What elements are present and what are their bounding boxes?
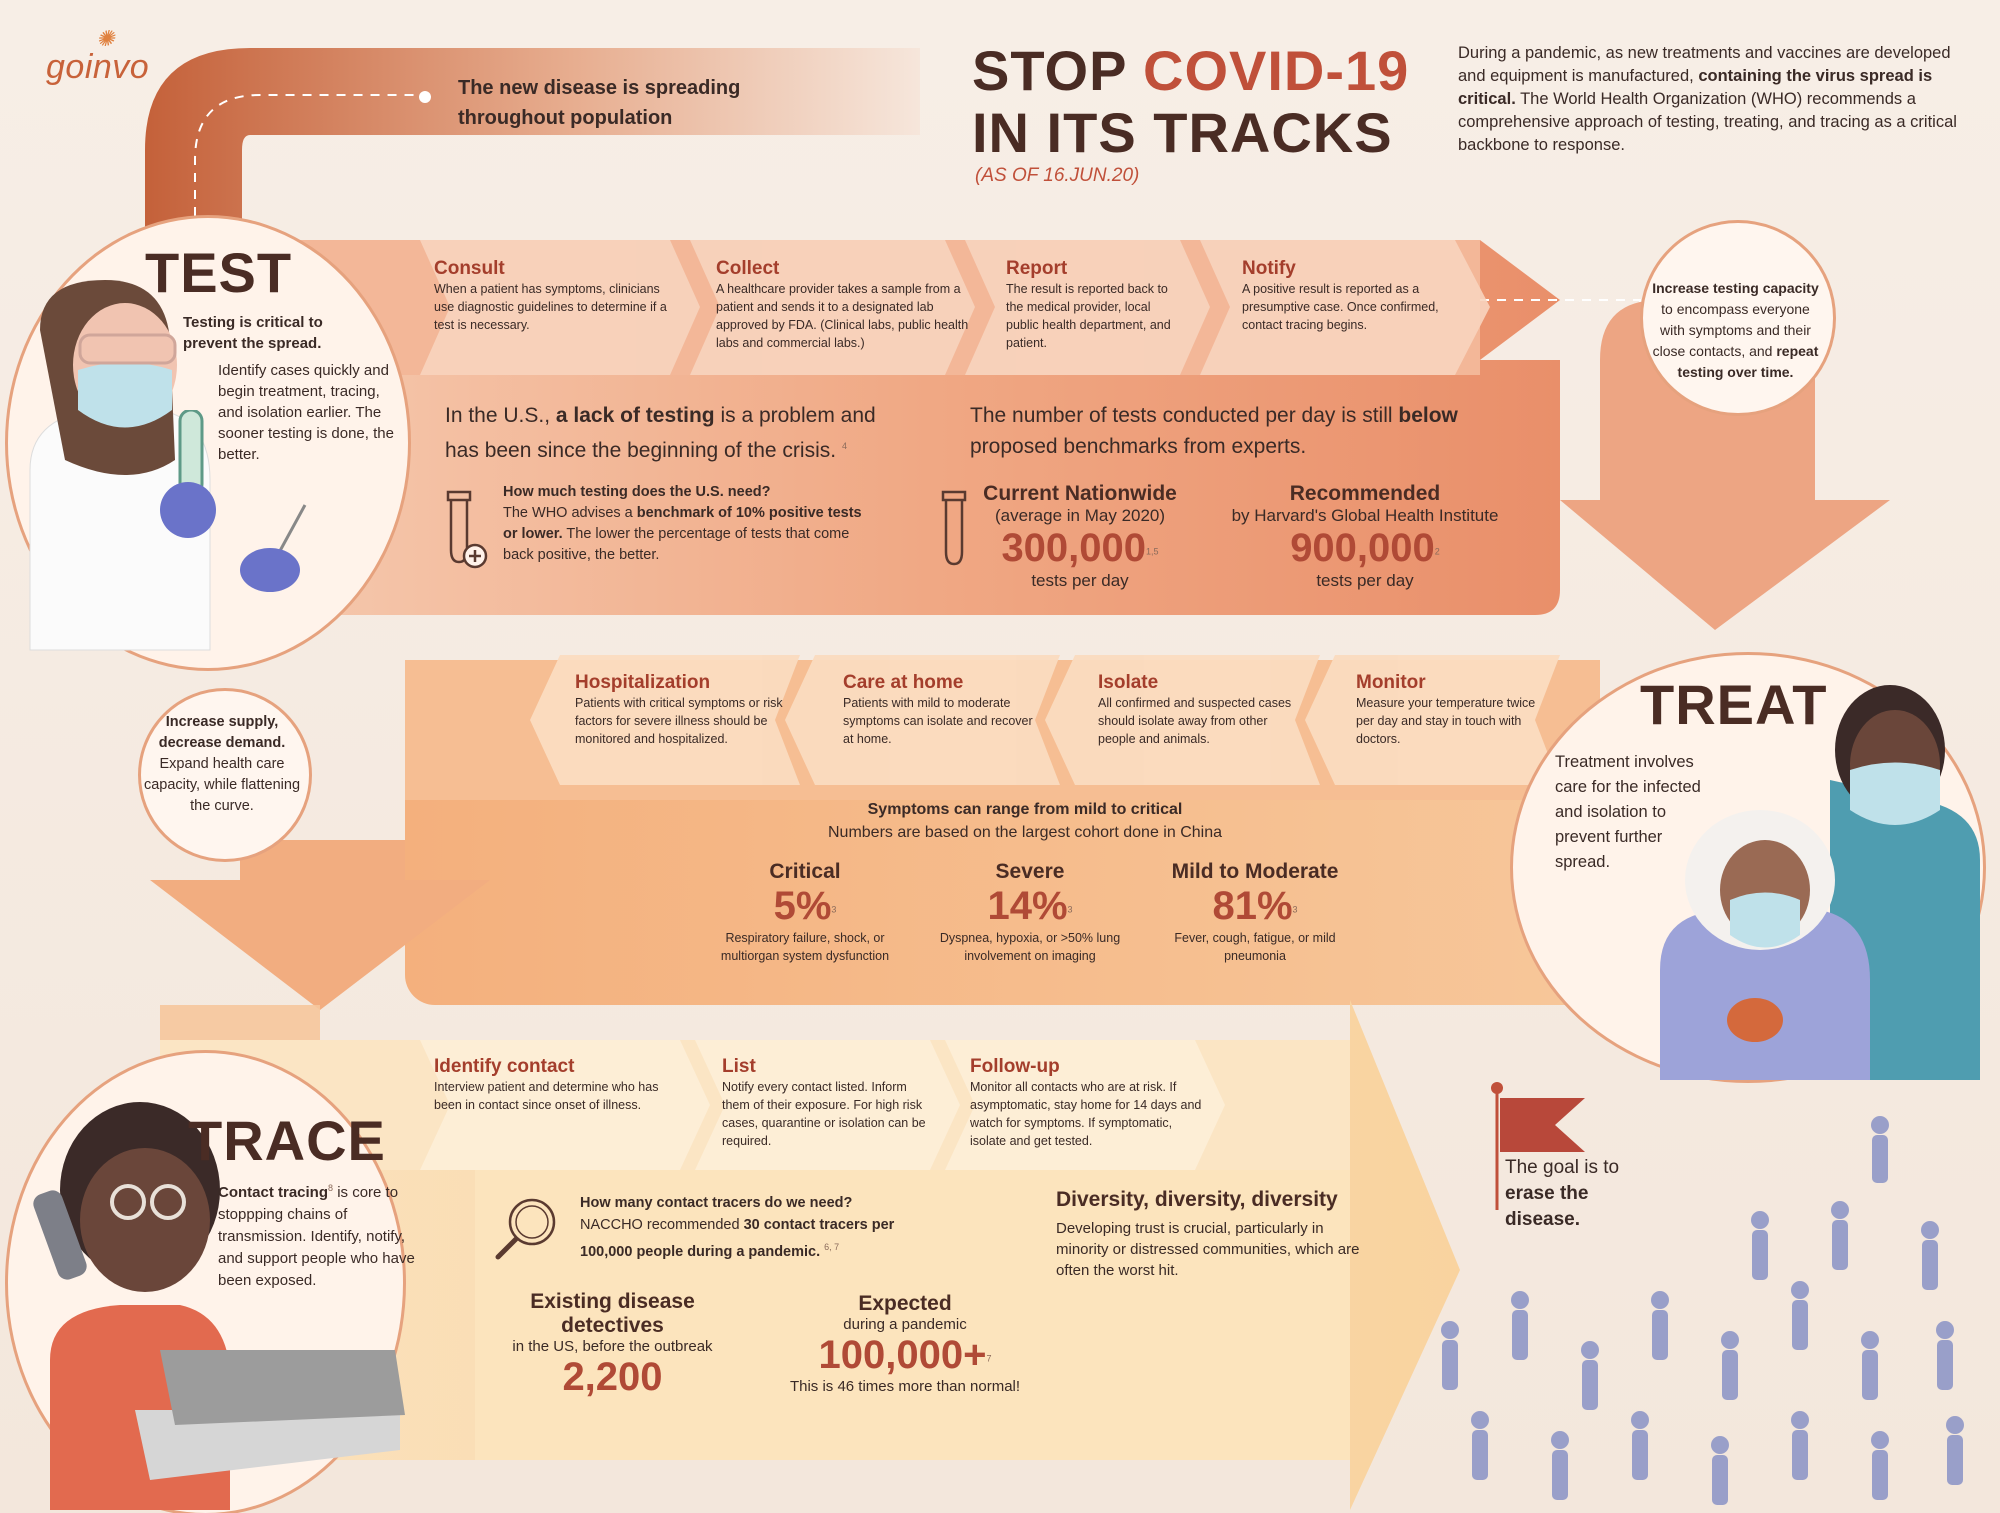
- test-step-consult: Consult When a patient has symptoms, cli…: [434, 258, 667, 332]
- test-capacity-text: Increase testing capacity to encompass e…: [1652, 280, 1819, 380]
- test-lead: Testing is critical to prevent the sprea…: [183, 314, 323, 352]
- trace-step-list: List Notify every contact listed. Inform…: [722, 1056, 926, 1148]
- as-of-date: (AS OF 16.JUN.20): [975, 165, 1140, 186]
- test-lack-text: In the U.S., a lack of testing is a prob…: [445, 404, 876, 462]
- diversity-block: Diversity, diversity, diversity Developi…: [1056, 1188, 1360, 1279]
- treat-step-care-at-home: Care at home Patients with mild to moder…: [843, 672, 1033, 746]
- test-body: Identify cases quickly and begin treatme…: [218, 362, 394, 463]
- expected-tracers-stat: Expected during a pandemic 100,000+7 Thi…: [789, 1292, 1021, 1395]
- supply-demand-text: Increase supply, decrease demand. Expand…: [143, 714, 301, 814]
- test-step-collect: Collect A healthcare provider takes a sa…: [716, 258, 969, 350]
- recommended-tests-stat: Recommended by Harvard's Global Health I…: [1231, 482, 1499, 590]
- test-tube-icon: [941, 490, 967, 566]
- test-tube-plus-icon: [446, 490, 488, 569]
- test-step-report: Report The result is reported back to th…: [1006, 258, 1171, 350]
- sun-logo-icon: ✺: [96, 26, 115, 51]
- existing-detectives-stat: Existing disease detectives in the US, b…: [512, 1290, 713, 1399]
- supply-circle: [138, 688, 312, 862]
- test-step-notify: Notify A positive result is reported as …: [1242, 258, 1439, 332]
- symptom-mild-moderate: Mild to Moderate 81%3 Fever, cough, fati…: [1171, 860, 1339, 963]
- treat-body: Treatment involves care for the infected…: [1555, 753, 1701, 871]
- intro-paragraph: During a pandemic, as new treatments and…: [1458, 44, 1957, 154]
- treat-step-isolate: Isolate All confirmed and suspected case…: [1098, 672, 1292, 746]
- testing-need-text: How much testing does the U.S. need? The …: [503, 484, 862, 563]
- current-tests-stat: Current Nationwide (average in May 2020)…: [983, 482, 1177, 590]
- symptom-critical: Critical 5%3 Respiratory failure, shock,…: [720, 860, 890, 963]
- goinvo-logo[interactable]: ✺ goinvo: [46, 26, 150, 87]
- trace-step-identify-contact: Identify contact Interview patient and d…: [434, 1056, 659, 1112]
- nurse-patient-illustration-icon: [1660, 685, 1980, 1080]
- page-title: STOP COVID-19 IN ITS TRACKS: [972, 39, 1410, 164]
- trace-step-follow-up: Follow-up Monitor all contacts who are a…: [970, 1056, 1202, 1148]
- test-tube-hand-icon: [160, 410, 307, 592]
- test-capacity-circle: [1640, 220, 1836, 416]
- tracers-need-text: How many contact tracers do we need? NACC…: [580, 1195, 895, 1260]
- test-title: TEST: [145, 241, 293, 304]
- tests-below-benchmark-text: The number of tests conducted per day is…: [970, 404, 1458, 458]
- tracer-illustration-icon: [33, 1102, 405, 1510]
- treat-step-monitor: Monitor Measure your temperature twice p…: [1356, 672, 1536, 746]
- doctor-illustration-icon: [29, 280, 211, 651]
- trace-body: Contact tracing8 is core to stoppping ch…: [218, 1183, 415, 1289]
- treat-step-hospitalization: Hospitalization Patients with critical s…: [575, 672, 783, 746]
- symptoms-heading: Symptoms can range from mild to critical…: [827, 801, 1222, 841]
- symptom-severe: Severe 14%3 Dyspnea, hypoxia, or >50% lu…: [939, 860, 1121, 963]
- logo-text: goinvo: [46, 48, 150, 86]
- goal-text: The goal is to erase the disease.: [1505, 1157, 1620, 1230]
- magnifier-icon: [495, 1198, 556, 1260]
- treat-title: TREAT: [1640, 673, 1828, 736]
- trace-title: TRACE: [188, 1109, 386, 1172]
- spread-note: The new disease is spreading throughout …: [458, 77, 741, 129]
